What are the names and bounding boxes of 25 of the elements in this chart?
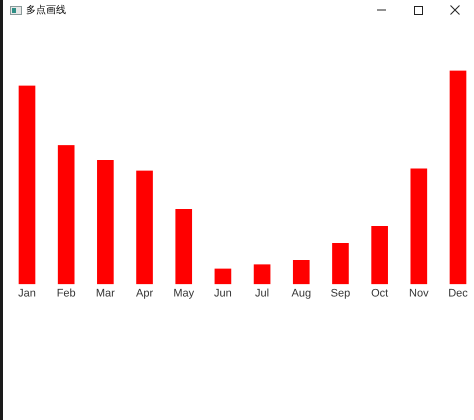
bar bbox=[18, 86, 36, 284]
x-tick-label: Apr bbox=[136, 287, 154, 300]
x-tick-label: Sep bbox=[330, 287, 350, 300]
bar bbox=[410, 168, 428, 284]
x-tick-label: Dec bbox=[448, 287, 468, 300]
x-tick-label: Nov bbox=[409, 287, 430, 300]
chart-title: 多点画线 bbox=[26, 4, 66, 17]
x-tick-label: Jul bbox=[255, 287, 270, 300]
bar bbox=[58, 145, 75, 284]
bar bbox=[332, 243, 349, 284]
bar bbox=[175, 208, 192, 284]
bar bbox=[97, 160, 114, 284]
bar bbox=[371, 226, 388, 284]
x-tick-label: Jun bbox=[214, 287, 232, 300]
bar bbox=[136, 170, 153, 284]
x-tick-label: Mar bbox=[96, 287, 116, 300]
x-tick-label: Aug bbox=[291, 287, 312, 300]
bar bbox=[450, 70, 466, 284]
x-tick-label: May bbox=[173, 287, 195, 300]
bar bbox=[292, 260, 310, 284]
bar bbox=[254, 264, 270, 284]
x-tick-label: Jan bbox=[18, 287, 36, 300]
bar bbox=[214, 268, 232, 284]
x-tick-label: Feb bbox=[56, 287, 76, 300]
x-tick-label: Oct bbox=[371, 287, 388, 300]
